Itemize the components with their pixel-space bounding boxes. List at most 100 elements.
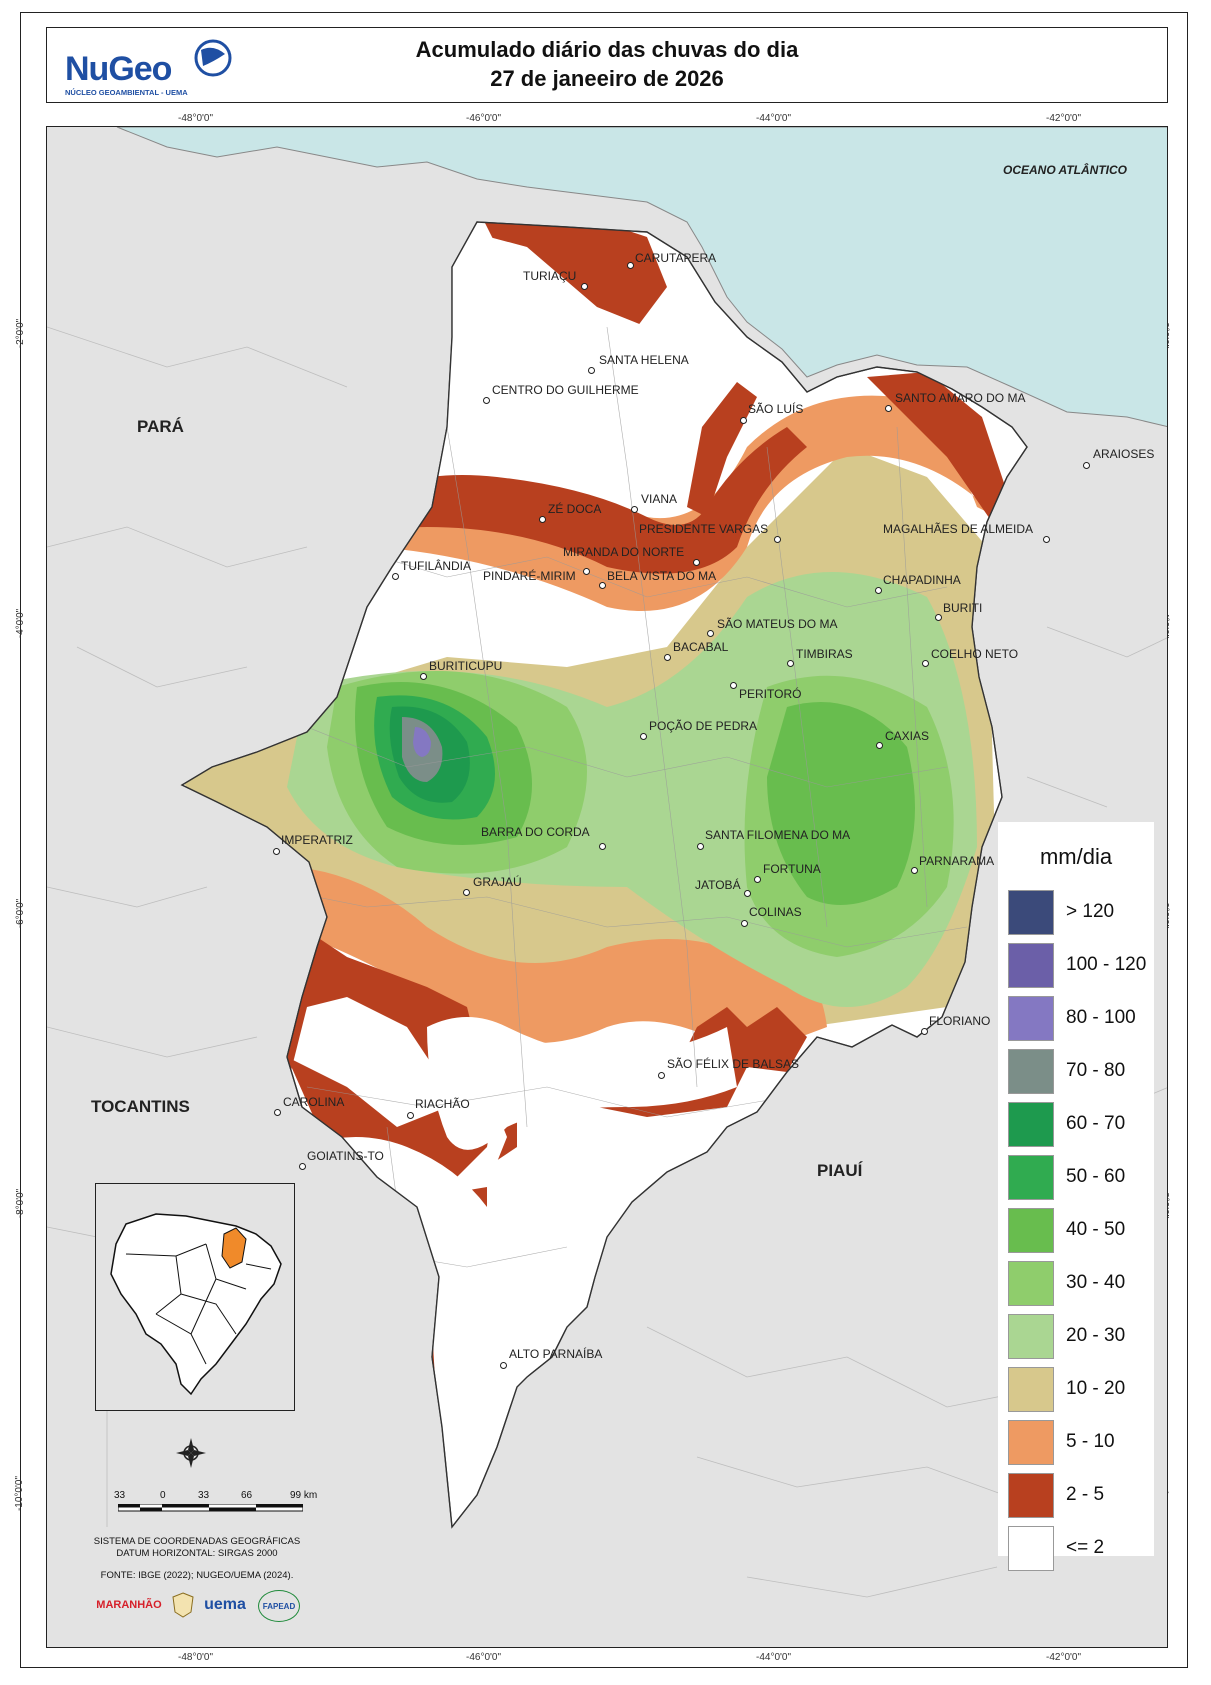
north-arrow-icon	[176, 1438, 206, 1468]
nugeo-logo: NuGeo NÚCLEO GEOAMBIENTAL - UEMA	[63, 36, 253, 98]
city-marker[interactable]	[876, 742, 883, 749]
city-marker[interactable]	[640, 733, 647, 740]
city-label: BELA VISTA DO MA	[607, 569, 717, 583]
scale-tick-label: 33	[198, 1490, 210, 1501]
city-marker[interactable]	[599, 582, 606, 589]
page-frame	[20, 12, 1188, 1668]
city-marker[interactable]	[693, 559, 700, 566]
city-marker[interactable]	[599, 843, 606, 850]
city-marker[interactable]	[274, 1109, 281, 1116]
city-marker[interactable]	[420, 673, 427, 680]
legend-swatch	[1008, 1420, 1054, 1465]
legend-label: 30 - 40	[1066, 1272, 1126, 1293]
city-marker[interactable]	[740, 417, 747, 424]
city-marker[interactable]	[664, 654, 671, 661]
city-label: BARRA DO CORDA	[481, 825, 590, 839]
logo-subtitle: NÚCLEO GEOAMBIENTAL - UEMA	[65, 88, 188, 97]
city-marker[interactable]	[744, 890, 751, 897]
city-marker[interactable]	[922, 660, 929, 667]
city-marker[interactable]	[885, 405, 892, 412]
city-marker[interactable]	[588, 367, 595, 374]
city-marker[interactable]	[787, 660, 794, 667]
city-marker[interactable]	[627, 262, 634, 269]
legend: mm/dia > 120 100 - 120 80 - 100 70 - 80 60 -…	[998, 822, 1154, 1571]
city-marker[interactable]	[875, 587, 882, 594]
legend-swatch	[1008, 1473, 1054, 1518]
city-marker[interactable]	[631, 506, 638, 513]
city-label: GRAJAÚ	[473, 875, 522, 889]
scale-bar: 33 0 33 66 99 km	[108, 1490, 328, 1530]
city-label: SÃO LUÍS	[748, 402, 804, 416]
city-marker[interactable]	[911, 867, 918, 874]
lat-label-left: -10°0'0"	[14, 1475, 26, 1512]
legend-label: 100 - 120	[1066, 954, 1147, 975]
city-label: BACABAL	[673, 640, 729, 654]
city-marker[interactable]	[754, 876, 761, 883]
city-marker[interactable]	[1083, 462, 1090, 469]
city-marker[interactable]	[407, 1112, 414, 1119]
legend-title: mm/dia	[1039, 844, 1113, 869]
lon-label-bottom: -48°0'0"	[178, 1652, 214, 1663]
city-marker[interactable]	[463, 889, 470, 896]
city-label: CARUTAPERA	[635, 251, 717, 265]
city-marker[interactable]	[583, 568, 590, 575]
city-marker[interactable]	[392, 573, 399, 580]
city-label: FLORIANO	[929, 1014, 991, 1028]
city-marker[interactable]	[539, 516, 546, 523]
scale-tick-label: 33	[114, 1490, 126, 1501]
region-label-para: PARÁ	[137, 417, 184, 436]
legend-swatch	[1008, 996, 1054, 1041]
city-label: SANTA HELENA	[599, 353, 689, 367]
legend-label: 5 - 10	[1066, 1431, 1115, 1452]
city-marker[interactable]	[730, 682, 737, 689]
legend-swatch	[1008, 1314, 1054, 1359]
city-marker[interactable]	[299, 1163, 306, 1170]
city-marker[interactable]	[658, 1072, 665, 1079]
city-marker[interactable]	[483, 397, 490, 404]
legend-label: 80 - 100	[1066, 1007, 1136, 1028]
city-marker[interactable]	[774, 536, 781, 543]
city-marker[interactable]	[707, 630, 714, 637]
legend-swatch	[1008, 943, 1054, 988]
legend-label: 20 - 30	[1066, 1325, 1126, 1346]
legend-label: <= 2	[1066, 1537, 1105, 1558]
city-marker[interactable]	[935, 614, 942, 621]
city-label: TURIAÇU	[523, 269, 577, 283]
region-label-tocantins: TOCANTINS	[91, 1097, 190, 1116]
city-label: COELHO NETO	[931, 647, 1019, 661]
city-label: BURITI	[943, 601, 983, 615]
city-marker[interactable]	[581, 283, 588, 290]
legend-swatch	[1008, 1155, 1054, 1200]
city-label: ZÉ DOCA	[548, 502, 602, 516]
lat-label-left: -4°0'0"	[15, 608, 27, 639]
city-marker[interactable]	[500, 1362, 507, 1369]
legend-swatch	[1008, 1261, 1054, 1306]
city-marker[interactable]	[273, 848, 280, 855]
city-label: BURITICUPU	[429, 659, 503, 673]
city-label: SANTO AMARO DO MA	[895, 391, 1026, 405]
city-label: PARNARAMA	[919, 854, 995, 868]
lat-label-left: -8°0'0"	[15, 1188, 27, 1219]
maranhao-logo: MARANHÃO	[96, 1599, 162, 1611]
city-label: CAXIAS	[885, 729, 930, 743]
lat-label-left: -2°0'0"	[15, 318, 27, 349]
lon-label-bottom: -44°0'0"	[756, 1652, 792, 1663]
lat-label-left: -6°0'0"	[15, 898, 27, 929]
lon-label-top: -46°0'0"	[466, 113, 502, 124]
city-marker[interactable]	[921, 1028, 928, 1035]
crs-line1: SISTEMA DE COORDENADAS GEOGRÁFICAS	[93, 1536, 301, 1547]
fapead-logo: FAPEAD	[258, 1590, 300, 1622]
city-label: JATOBÁ	[695, 878, 741, 892]
scale-tick-label: 99 km	[290, 1490, 318, 1501]
legend-swatch	[1008, 1102, 1054, 1147]
city-label: PERITORÓ	[739, 687, 802, 701]
city-marker[interactable]	[741, 920, 748, 927]
city-label: CHAPADINHA	[883, 573, 961, 587]
city-label: IMPERATRIZ	[281, 833, 353, 847]
city-marker[interactable]	[1043, 536, 1050, 543]
legend-label: 60 - 70	[1066, 1113, 1126, 1134]
logo-text: NuGeo	[65, 50, 172, 88]
legend-label: 2 - 5	[1066, 1484, 1105, 1505]
city-label: CAROLINA	[283, 1095, 345, 1109]
city-marker[interactable]	[697, 843, 704, 850]
